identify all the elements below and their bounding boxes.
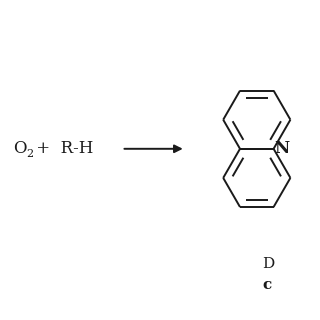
Text: 2: 2 (26, 148, 33, 159)
Text: N: N (275, 140, 290, 157)
Text: c: c (262, 278, 272, 292)
Text: D: D (262, 257, 275, 271)
Text: +  R-H: + R-H (31, 140, 94, 157)
Text: O: O (13, 140, 26, 157)
